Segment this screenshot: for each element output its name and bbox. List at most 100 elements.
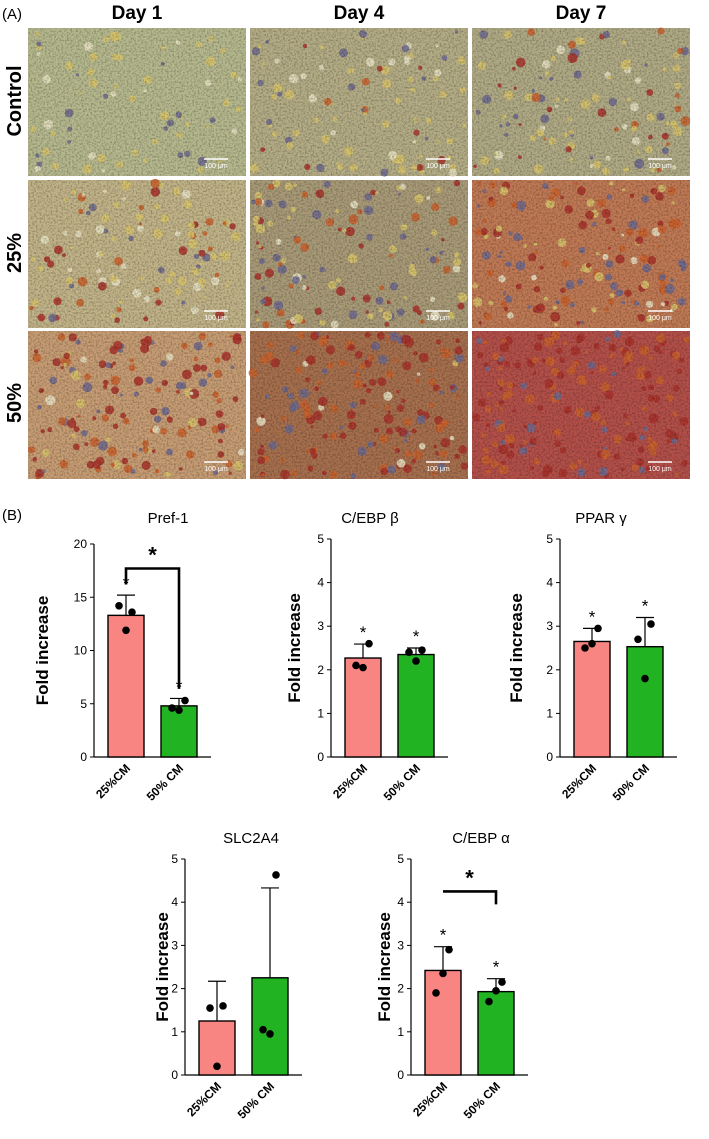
data-point (439, 969, 447, 978)
x-tick-label: 25%CM (410, 1079, 450, 1119)
significance-bracket (443, 890, 498, 905)
bar-50% CM (626, 645, 664, 758)
x-tick-label: 25%CM (184, 1079, 224, 1119)
micrograph-Control-Day 7: 100 μm (472, 27, 691, 176)
y-tick-label: 5 (546, 532, 553, 546)
y-axis-label: Fold increase (153, 912, 172, 1022)
significance-star: * (360, 623, 367, 642)
y-axis-label: Fold increase (33, 596, 52, 706)
y-tick-label: 4 (171, 895, 178, 909)
panel-b-label: (B) (2, 507, 22, 524)
data-point (168, 704, 176, 712)
y-tick-label: 5 (317, 532, 324, 546)
x-tick-label: 25%CM (93, 761, 133, 801)
row-header-25: 25% (4, 233, 26, 273)
x-tick-label: 50% CM (144, 761, 186, 803)
bar-25%CM (107, 614, 145, 758)
micrograph-50%-Day 1: 100 μm (28, 331, 246, 480)
data-point (498, 978, 506, 986)
data-point (641, 674, 649, 683)
y-tick-label: 20 (74, 537, 88, 551)
significance-bracket (124, 567, 181, 689)
data-point (122, 626, 130, 635)
significance-star: * (589, 607, 596, 626)
chart-title: C/EBP β (341, 510, 399, 527)
y-axis-label: Fold increase (507, 593, 526, 703)
significance-star: * (493, 958, 500, 977)
y-tick-label: 0 (546, 750, 553, 764)
data-point (219, 1002, 227, 1010)
data-point (175, 706, 183, 714)
bar-25%CM (344, 657, 382, 758)
y-tick-label: 10 (74, 644, 88, 658)
chart-title: C/EBP α (452, 830, 510, 847)
data-point (352, 661, 360, 670)
y-tick-label: 0 (171, 1068, 178, 1082)
data-point (581, 644, 589, 652)
chart-2: PPAR γ Fold increase 0 1 2 3 4 5 * 25%CM * 50% CM (507, 510, 677, 804)
chart-title: Pref-1 (148, 510, 189, 527)
bar-50% CM (251, 977, 289, 1076)
column-header-day-7: Day 7 (556, 3, 607, 24)
chart-3: SLC2A4 Fold increase 0 1 2 3 4 5 25%CM 50% CM (153, 830, 302, 1122)
chart-title: SLC2A4 (223, 830, 279, 847)
data-point (128, 608, 136, 616)
data-point (213, 1062, 221, 1071)
scale-bar-label: 100 μm (426, 315, 450, 322)
x-tick-label: 25%CM (330, 761, 370, 801)
column-header-day-4: Day 4 (334, 3, 385, 24)
y-tick-label: 0 (397, 1068, 404, 1082)
y-tick-label: 3 (546, 619, 553, 633)
micrograph-Control-Day 4: 100 μm (249, 28, 468, 177)
data-point (492, 986, 500, 995)
data-point (206, 1004, 214, 1012)
row-header-control: Control (4, 65, 26, 136)
data-point (588, 639, 596, 648)
y-tick-label: 1 (317, 706, 324, 720)
data-point (365, 639, 373, 648)
data-point (412, 657, 420, 665)
data-point (647, 620, 655, 628)
bar-50% CM (397, 653, 435, 758)
chart-4: C/EBP α Fold increase 0 1 2 3 4 5 * 25%CM * 50% CM * (375, 830, 528, 1122)
micrograph-50%-Day 4: 100 μm (248, 331, 469, 480)
data-point (272, 871, 280, 879)
data-point (445, 945, 453, 954)
data-point (594, 624, 602, 633)
x-tick-label: 50% CM (461, 1079, 503, 1121)
panel-a-label: (A) (2, 6, 22, 23)
y-tick-label: 0 (80, 750, 87, 764)
micrograph-25%-Day 7: 100 μm (472, 180, 690, 328)
y-tick-label: 5 (80, 697, 87, 711)
data-point (181, 696, 189, 705)
bar-25%CM (573, 640, 611, 758)
y-tick-label: 2 (397, 982, 404, 996)
y-tick-label: 15 (74, 590, 88, 604)
x-tick-label: 25%CM (559, 761, 599, 801)
chart-1: C/EBP β Fold increase 0 1 2 3 4 5 * 25%CM * 50% CM (285, 510, 448, 804)
y-tick-label: 3 (317, 619, 324, 633)
y-tick-label: 1 (397, 1025, 404, 1039)
data-point (115, 601, 123, 610)
x-tick-label: 50% CM (381, 761, 423, 803)
bar-50% CM (477, 990, 515, 1076)
y-tick-label: 1 (171, 1025, 178, 1039)
x-tick-label: 50% CM (235, 1079, 277, 1121)
y-tick-label: 0 (317, 750, 324, 764)
y-axis-label: Fold increase (285, 593, 304, 703)
micrograph-grid: 100 μm 100 μm 100 μm 100 μm 100 μm 100 μm 100 … (28, 27, 691, 480)
y-tick-label: 1 (546, 706, 553, 720)
data-point (485, 997, 493, 1006)
bar-25%CM (424, 969, 462, 1076)
panel-a: (A) Day 1 Day 4 Day 7 Control 25% 50% 10… (2, 3, 691, 480)
scale-bar-label: 100 μm (426, 163, 450, 170)
y-tick-label: 4 (317, 576, 324, 590)
micrograph-25%-Day 1: 100 μm (28, 178, 246, 328)
micrograph-Control-Day 1: 100 μm (28, 28, 246, 176)
scale-bar-label: 100 μm (204, 466, 228, 473)
row-header-50: 50% (4, 383, 26, 423)
y-tick-label: 5 (397, 852, 404, 866)
